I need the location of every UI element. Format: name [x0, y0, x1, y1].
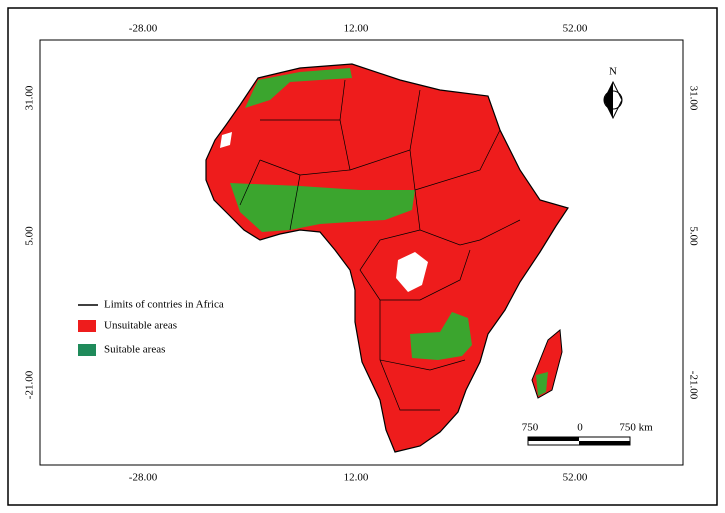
- scale-label: 0: [577, 422, 583, 434]
- coord-label: -21.00: [24, 370, 36, 399]
- coord-label: 31.00: [24, 85, 36, 110]
- suitable-area: [536, 372, 548, 396]
- scale-bar: 750 0 750 km: [522, 422, 653, 446]
- coord-label: 5.00: [687, 226, 699, 246]
- legend: Limits of contries in Africa Unsuitable …: [78, 299, 224, 356]
- coord-label: 12.00: [344, 472, 369, 484]
- no-data-area: [396, 252, 428, 292]
- coord-label: 52.00: [563, 23, 588, 35]
- country-borders: [239, 79, 521, 411]
- coordinate-labels: -28.00 12.00 52.00 -28.00 12.00 52.00 31…: [24, 23, 700, 484]
- legend-label: Limits of contries in Africa: [104, 299, 224, 311]
- suitable-area: [410, 312, 472, 360]
- suitable-area: [245, 68, 352, 108]
- coord-label: -28.00: [129, 472, 158, 484]
- scale-label: 750 km: [619, 422, 653, 434]
- north-label: N: [609, 66, 617, 78]
- legend-swatch: [78, 344, 96, 356]
- legend-label: Suitable areas: [104, 344, 165, 356]
- coord-label: 5.00: [24, 226, 36, 246]
- coord-label: 12.00: [344, 23, 369, 35]
- coord-label: 31.00: [687, 86, 699, 111]
- coord-label: -21.00: [687, 371, 699, 400]
- suitable-area: [230, 183, 415, 232]
- no-data-area: [220, 132, 232, 148]
- africa: [205, 63, 569, 453]
- continent: [205, 63, 569, 453]
- coord-label: -28.00: [129, 23, 158, 35]
- scale-segment: [579, 441, 630, 445]
- legend-swatch: [78, 320, 96, 332]
- scale-label: 750: [522, 422, 539, 434]
- legend-label: Unsuitable areas: [104, 320, 177, 332]
- coord-label: 52.00: [563, 472, 588, 484]
- scale-segment: [528, 437, 579, 441]
- arrow-circle: [603, 90, 623, 110]
- north-arrow: N: [603, 66, 623, 120]
